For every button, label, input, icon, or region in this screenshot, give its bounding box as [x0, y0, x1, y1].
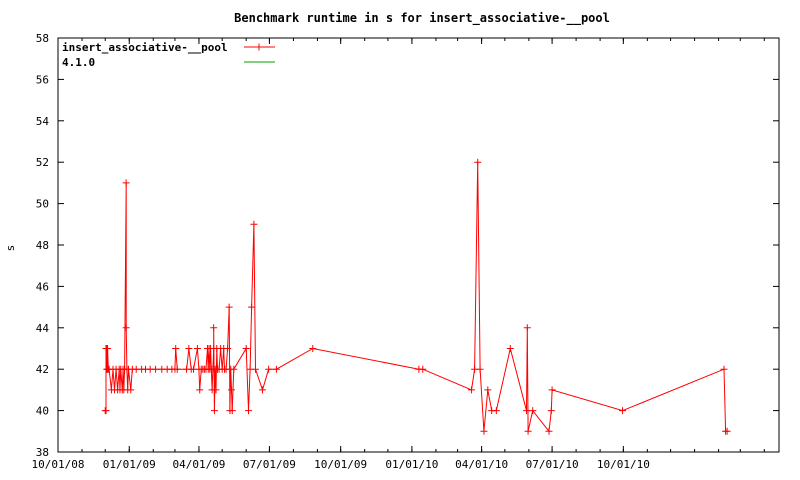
y-tick-label: 42 — [36, 363, 49, 376]
data-point — [210, 407, 218, 415]
data-point — [309, 345, 317, 352]
y-axis: 38 40 42 44 46 48 50 52 54 56 58 — [36, 32, 779, 459]
y-tick-label: 38 — [36, 446, 49, 459]
data-point — [523, 407, 531, 415]
data-point — [619, 407, 627, 415]
x-tick-label: 07/01/10 — [526, 458, 579, 471]
data-point — [227, 386, 235, 394]
data-point — [210, 324, 218, 332]
data-point — [224, 345, 232, 352]
y-tick-label: 46 — [36, 280, 49, 293]
y-tick-label: 52 — [36, 156, 49, 169]
data-point — [122, 324, 130, 332]
data-point — [193, 345, 201, 352]
data-point — [248, 303, 256, 311]
series-line-1 — [105, 162, 728, 433]
data-point — [173, 365, 181, 373]
data-point — [723, 427, 731, 435]
data-point — [245, 407, 253, 415]
data-point — [212, 386, 220, 394]
data-point — [172, 345, 180, 352]
y-tick-label: 40 — [36, 405, 49, 418]
x-tick-label: 04/01/09 — [172, 458, 225, 471]
y-tick-label: 44 — [36, 322, 50, 335]
x-tick-label: 10/01/10 — [597, 458, 650, 471]
data-point — [104, 345, 112, 352]
y-tick-label: 50 — [36, 198, 49, 211]
data-point — [548, 386, 556, 394]
data-point — [545, 427, 553, 435]
y-tick-label: 54 — [36, 115, 50, 128]
data-point — [225, 303, 233, 311]
plot-frame — [57, 37, 780, 453]
data-point — [547, 407, 555, 415]
data-point — [230, 365, 238, 373]
legend-label-series-2: 4.1.0 — [62, 56, 95, 69]
data-point — [250, 220, 258, 228]
data-point — [102, 407, 110, 415]
legend-label-series-1: insert_associative-__pool — [62, 41, 228, 54]
data-point — [228, 407, 236, 415]
data-point — [524, 427, 532, 435]
data-point — [476, 365, 484, 373]
x-tick-label: 04/01/10 — [455, 458, 508, 471]
data-point — [152, 365, 160, 373]
data-point — [127, 386, 135, 394]
y-tick-label: 56 — [36, 73, 49, 86]
legend: insert_associative-__pool 4.1.0 — [62, 41, 275, 69]
data-point — [265, 365, 273, 373]
x-tick-label: 10/01/08 — [32, 458, 85, 471]
data-point — [185, 345, 193, 352]
data-point — [122, 179, 130, 187]
data-point — [196, 386, 204, 394]
y-tick-label: 48 — [36, 239, 49, 252]
x-axis: 10/01/08 01/01/09 04/01/09 07/01/09 10/01/09… — [32, 38, 765, 471]
data-point — [251, 365, 259, 373]
chart-title: Benchmark runtime in s for insert_associ… — [234, 11, 610, 26]
data-point — [474, 158, 482, 166]
data-point — [468, 386, 476, 394]
data-point — [529, 407, 537, 415]
x-tick-label: 01/01/10 — [385, 458, 438, 471]
x-tick-label: 01/01/09 — [103, 458, 156, 471]
legend-marker-series-1 — [255, 43, 263, 51]
data-point — [272, 365, 280, 373]
data-point — [720, 365, 728, 373]
y-axis-label: s — [4, 245, 17, 252]
data-point — [506, 345, 514, 352]
data-point — [523, 324, 531, 332]
data-point — [242, 345, 250, 352]
x-tick-label: 07/01/09 — [243, 458, 296, 471]
data-point — [484, 386, 492, 394]
series-layer — [101, 158, 731, 435]
data-point — [258, 386, 266, 394]
data-point — [480, 427, 488, 435]
data-point — [419, 365, 427, 373]
y-tick-label: 58 — [36, 32, 49, 45]
x-tick-label: 10/01/09 — [314, 458, 367, 471]
data-point — [492, 407, 500, 415]
